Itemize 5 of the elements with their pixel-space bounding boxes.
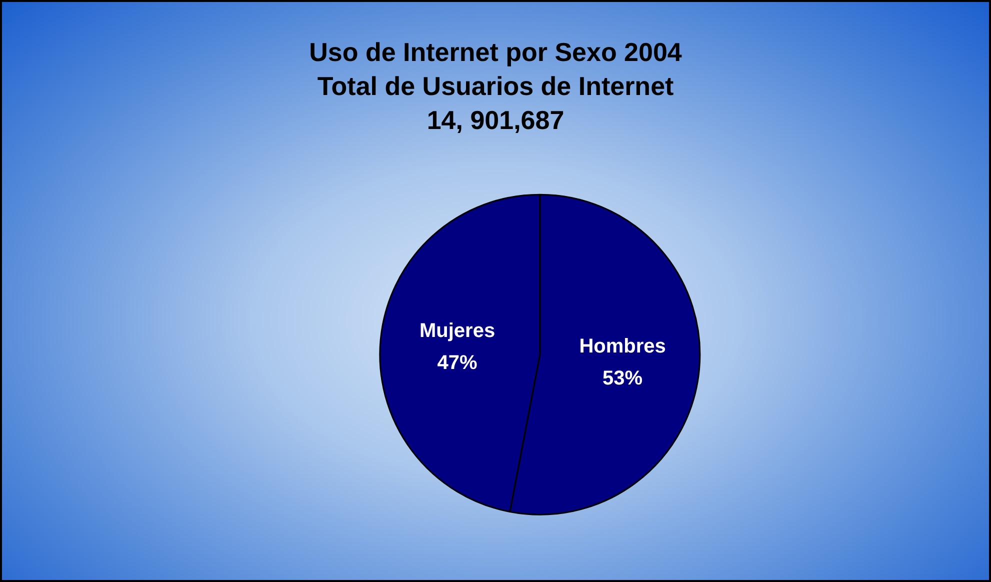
slice-label: Hombres: [579, 335, 666, 358]
slice-label: Mujeres: [419, 320, 496, 342]
chart-title: Uso de Internet por Sexo 2004 Total de Usuarios de Internet 14, 901,687: [309, 37, 682, 135]
data-label: 47%: [437, 352, 478, 374]
data-label: 53%: [602, 367, 643, 390]
